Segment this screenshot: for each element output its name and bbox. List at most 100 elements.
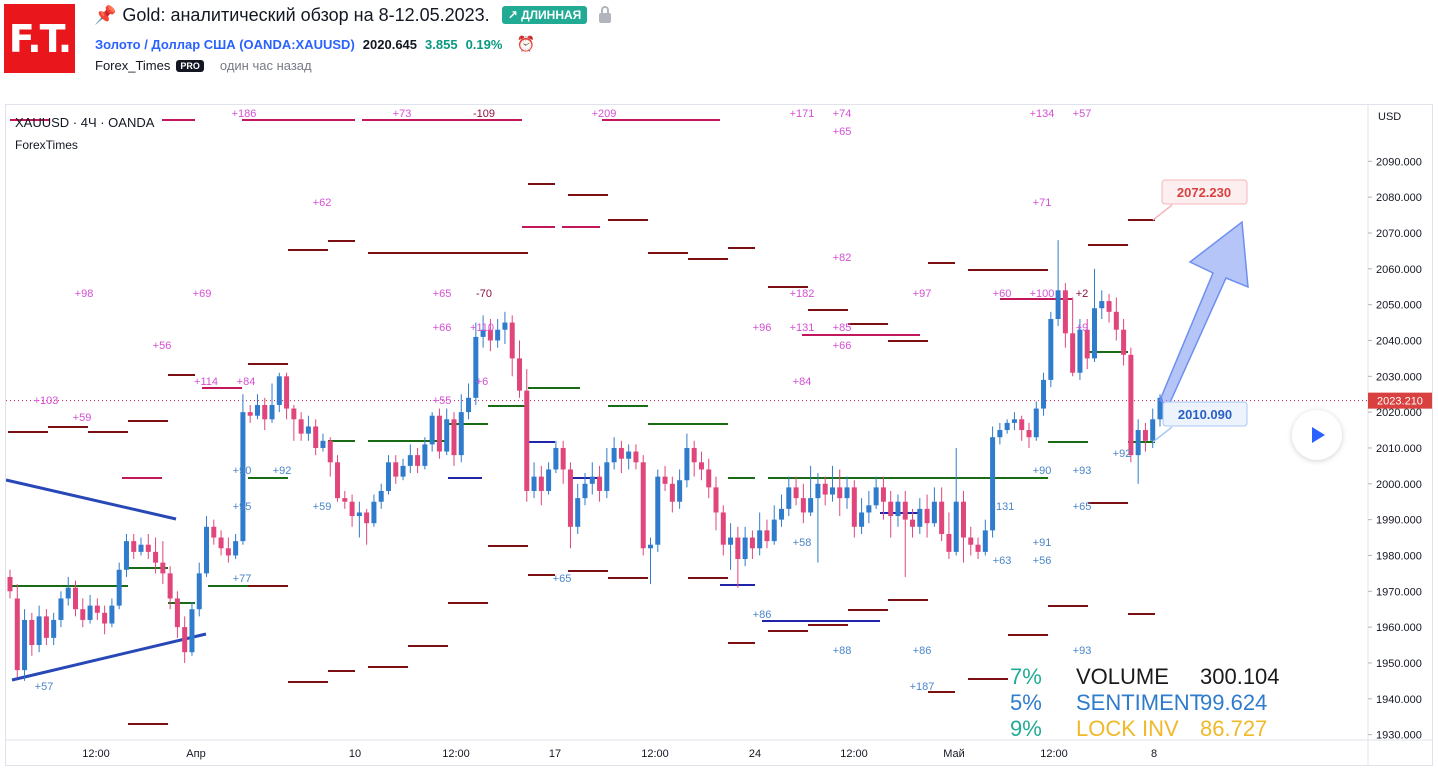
candle-body bbox=[393, 462, 399, 477]
candle-body bbox=[1070, 333, 1076, 373]
publish-time: один час назад bbox=[219, 58, 312, 73]
indicator-annotation: +59 bbox=[73, 412, 92, 424]
candle-body bbox=[553, 447, 559, 470]
candle-body bbox=[604, 462, 610, 491]
candle-body bbox=[138, 544, 144, 552]
candle-body bbox=[94, 605, 100, 613]
candle-body bbox=[73, 587, 79, 610]
candle-body bbox=[298, 419, 304, 434]
y-tick-label: 1930.000 bbox=[1376, 730, 1422, 742]
indicator-annotation: +86 bbox=[753, 609, 772, 621]
target-callout-label: 2072.230 bbox=[1177, 185, 1231, 200]
author-name[interactable]: Forex_Times bbox=[95, 58, 171, 73]
candle-body bbox=[1062, 290, 1068, 334]
candle-body bbox=[14, 598, 20, 671]
candle-body bbox=[1150, 419, 1156, 441]
indicator-annotation: +131 bbox=[790, 322, 815, 334]
indicator-annotation: -70 bbox=[476, 288, 492, 300]
y-tick-label: 2040.000 bbox=[1376, 335, 1422, 347]
candle-body bbox=[29, 619, 35, 646]
candle-body bbox=[648, 544, 654, 549]
candle-body bbox=[749, 537, 755, 549]
candle-body bbox=[924, 508, 930, 524]
candle-body bbox=[509, 322, 515, 359]
candle-body bbox=[786, 487, 792, 509]
candle-body bbox=[524, 390, 530, 491]
candle-body bbox=[677, 480, 683, 502]
candle-body bbox=[36, 616, 42, 646]
candle-body bbox=[735, 537, 741, 560]
candle-body bbox=[65, 587, 71, 599]
indicator-annotation: +69 bbox=[193, 288, 212, 300]
indicator-annotation: +66 bbox=[833, 340, 852, 352]
indicator-annotation: +97 bbox=[913, 288, 932, 300]
symbol-link[interactable]: Золото / Доллар США (OANDA:XAUUSD) bbox=[95, 36, 355, 52]
candle-body bbox=[371, 501, 377, 524]
candle-body bbox=[990, 437, 996, 531]
legend-sentiment-label: SENTIMENT bbox=[1076, 690, 1204, 715]
ft-logo: F.T. bbox=[4, 4, 75, 73]
indicator-annotation: +100 bbox=[1030, 288, 1055, 300]
candle-body bbox=[116, 569, 122, 606]
candle-body bbox=[502, 322, 508, 330]
candle-body bbox=[400, 465, 406, 477]
candle-body bbox=[87, 605, 93, 620]
indicator-annotation: +82 bbox=[833, 252, 852, 264]
candle-body bbox=[291, 408, 297, 420]
legend-row-volume: 7% VOLUME 300.104 bbox=[1010, 664, 1280, 690]
indicator-annotation: +59 bbox=[313, 501, 332, 513]
candle-body bbox=[968, 537, 974, 545]
candle-body bbox=[1142, 430, 1148, 441]
candle-body bbox=[1004, 422, 1010, 431]
symbol-row: Золото / Доллар США (OANDA:XAUUSD) 2020.… bbox=[95, 35, 535, 53]
candle-body bbox=[626, 451, 632, 459]
triangle-upper-line bbox=[5, 478, 177, 521]
candle-body bbox=[276, 376, 282, 405]
idea-title: Gold: аналитический обзор на 8-12.05.202… bbox=[122, 4, 490, 25]
indicator-annotation: +186 bbox=[232, 108, 257, 120]
candle-body bbox=[218, 537, 224, 549]
x-tick-label: 12:00 bbox=[442, 748, 470, 760]
legend-sentiment-pct: 5% bbox=[1010, 690, 1042, 715]
idea-title-row: 📌 Gold: аналитический обзор на 8-12.05.2… bbox=[94, 4, 612, 26]
legend-lockinv-value: 86.727 bbox=[1200, 716, 1268, 741]
current-price-label: 2023.210 bbox=[1377, 396, 1423, 408]
candle-body bbox=[182, 627, 188, 653]
entry-callout-leader bbox=[1152, 426, 1173, 443]
candle-body bbox=[487, 329, 493, 341]
candle-body bbox=[305, 426, 311, 434]
candle-body bbox=[691, 447, 697, 463]
entry-callout-box bbox=[1162, 401, 1248, 427]
indicator-legend: 7% VOLUME 300.104 5% SENTIMENT 99.624 9%… bbox=[1010, 664, 1280, 742]
indicator-annotation: +56 bbox=[153, 340, 172, 352]
candle-body bbox=[611, 447, 617, 463]
candle-body bbox=[233, 541, 239, 556]
candle-body bbox=[240, 412, 246, 542]
candle-body bbox=[1055, 290, 1061, 319]
candle-body bbox=[779, 508, 785, 520]
candle-body bbox=[982, 530, 988, 552]
candle-body bbox=[342, 498, 348, 502]
candle-body bbox=[866, 505, 872, 513]
candle-body bbox=[720, 512, 726, 545]
indicator-annotation: +171 bbox=[790, 108, 815, 120]
candle-body bbox=[953, 501, 959, 552]
candle-body bbox=[531, 476, 537, 491]
candle-body bbox=[109, 605, 115, 624]
candle-body bbox=[429, 415, 435, 445]
candle-body bbox=[902, 501, 908, 520]
candle-body bbox=[742, 537, 748, 560]
candle-body bbox=[655, 476, 661, 545]
candle-body bbox=[444, 419, 450, 452]
candle-body bbox=[589, 476, 595, 484]
candle-body bbox=[211, 526, 217, 538]
alarm-clock-icon[interactable]: ⏰ bbox=[516, 36, 536, 53]
play-button[interactable] bbox=[1292, 410, 1342, 460]
candle-body bbox=[7, 576, 13, 592]
candle-body bbox=[851, 487, 857, 527]
candle-body bbox=[873, 487, 879, 506]
indicator-annotation: -109 bbox=[473, 108, 495, 120]
candle-body bbox=[335, 462, 341, 499]
indicator-annotation: +209 bbox=[592, 108, 617, 120]
